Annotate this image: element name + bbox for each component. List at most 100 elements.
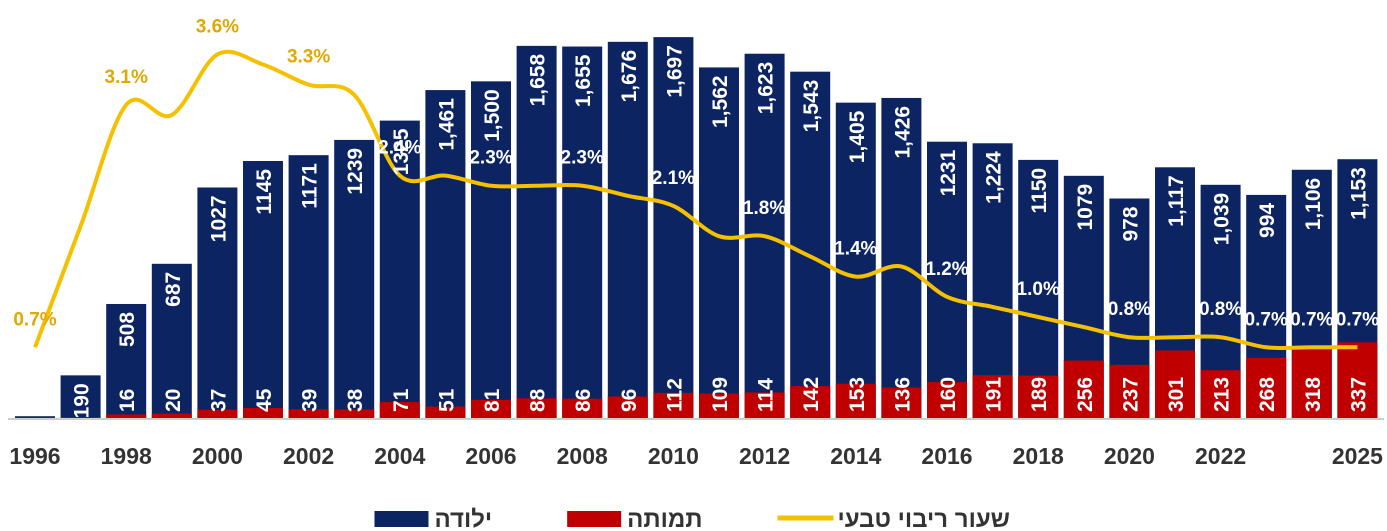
bar-value-label: 337 [1347,377,1370,412]
bar-value-label: 1150 [1028,168,1051,214]
x-tick-label: 1996 [9,443,60,469]
bar-value-label: 1,039 [1211,193,1234,246]
bar [334,139,375,418]
bar [972,143,1013,418]
bar [151,263,192,418]
bar [653,392,694,418]
bar-value-label: 136 [891,377,914,412]
bar [835,102,876,419]
bar-value-label: 1,117 [1165,175,1188,226]
bar [106,414,147,418]
bar-value-label: 1079 [1074,184,1097,231]
bar-value-label: 45 [253,388,276,412]
bar-value-label: 160 [937,377,960,412]
rate-label: 2.3% [469,148,512,169]
bar [835,383,876,418]
bar-value-label: 1,676 [618,50,641,103]
bar-value-label: 318 [1302,377,1325,412]
rate-label: 0.7% [13,309,56,330]
bar [1018,375,1059,418]
bar [1109,364,1150,418]
bar [288,155,329,419]
bar [927,141,967,418]
x-tick-label: 1998 [101,443,152,469]
bar-value-label: 1,224 [983,151,1006,204]
rate-label: 3.1% [105,67,148,88]
bar [379,402,420,418]
bar [197,409,238,418]
bar-value-label: 109 [709,377,732,412]
bar-value-label: 268 [1256,377,1279,412]
x-tick-label: 2018 [1013,443,1064,469]
bar-value-label: 1,623 [755,62,778,115]
bar [1337,342,1378,418]
bar [1291,346,1332,418]
bar [744,392,785,418]
rate-label: 3.3% [287,47,330,68]
bar-value-label: 71 [390,388,413,412]
legend-swatch [374,511,429,527]
x-tick-label: 2000 [192,443,243,469]
bar [471,399,511,418]
bar-value-label: 96 [618,389,641,412]
bar-value-label: 978 [1119,206,1142,241]
x-tick-label: 2020 [1104,443,1155,469]
bar-value-label: 1,405 [846,110,869,163]
rate-label: 2.3% [561,148,604,169]
bar-value-label: 1171 [299,163,322,209]
bar [243,161,283,418]
rate-label: 0.7% [1290,309,1333,330]
bar [881,387,922,418]
x-tick-label: 2002 [283,443,334,469]
bar [1063,360,1104,418]
x-tick-label: 2010 [648,443,699,469]
bar [151,413,192,418]
bar [562,398,603,418]
bar [334,409,375,418]
bar-value-label: 1239 [344,148,367,195]
x-tick-label: 2022 [1195,443,1246,469]
bar [60,417,101,418]
bar-value-label: 114 [755,378,778,412]
x-tick-label: 2025 [1332,443,1383,469]
bar [972,375,1013,418]
bar-value-label: 301 [1165,377,1188,412]
legend-label: ילודה [434,506,492,531]
bar-value-label: 1,562 [709,75,732,128]
bar-value-label: 191 [983,377,1006,412]
bar [1155,350,1195,418]
bar-value-label: 1,655 [572,54,595,107]
bar [106,303,147,418]
bar-value-label: 51 [435,388,458,412]
bar-value-label: 190 [71,383,94,418]
bar [1018,159,1059,418]
rate-label: 1.8% [743,198,786,219]
x-tick-label: 2016 [921,443,972,469]
bar-value-label: 1,426 [891,106,914,159]
bar-value-label: 1,543 [800,80,823,133]
bar-value-label: 1145 [253,169,276,215]
rate-label: 2.1% [652,168,695,189]
rate-label: 0.8% [1199,299,1242,320]
bar [516,398,557,418]
bar-value-label: 20 [162,389,185,412]
rate-label: 1.0% [1017,279,1060,300]
bar [197,187,238,418]
bar-value-label: 508 [116,312,139,347]
bar [699,67,739,418]
legend-label: שעור ריבוי טבעי [838,506,1010,531]
bar-value-label: 1,106 [1302,178,1325,231]
rate-label: 1.2% [925,259,968,280]
x-tick-label: 2004 [374,443,425,469]
legend-swatch [567,511,622,527]
bar-value-label: 687 [162,272,185,307]
bar-value-label: 16 [116,389,139,412]
bar [1200,370,1241,418]
bar [881,97,922,418]
bar-value-label: 189 [1028,377,1051,412]
x-tick-label: 2012 [739,443,790,469]
rate-line [33,49,1358,351]
bar-value-label: 1325 [390,128,413,175]
bar [1246,357,1287,418]
